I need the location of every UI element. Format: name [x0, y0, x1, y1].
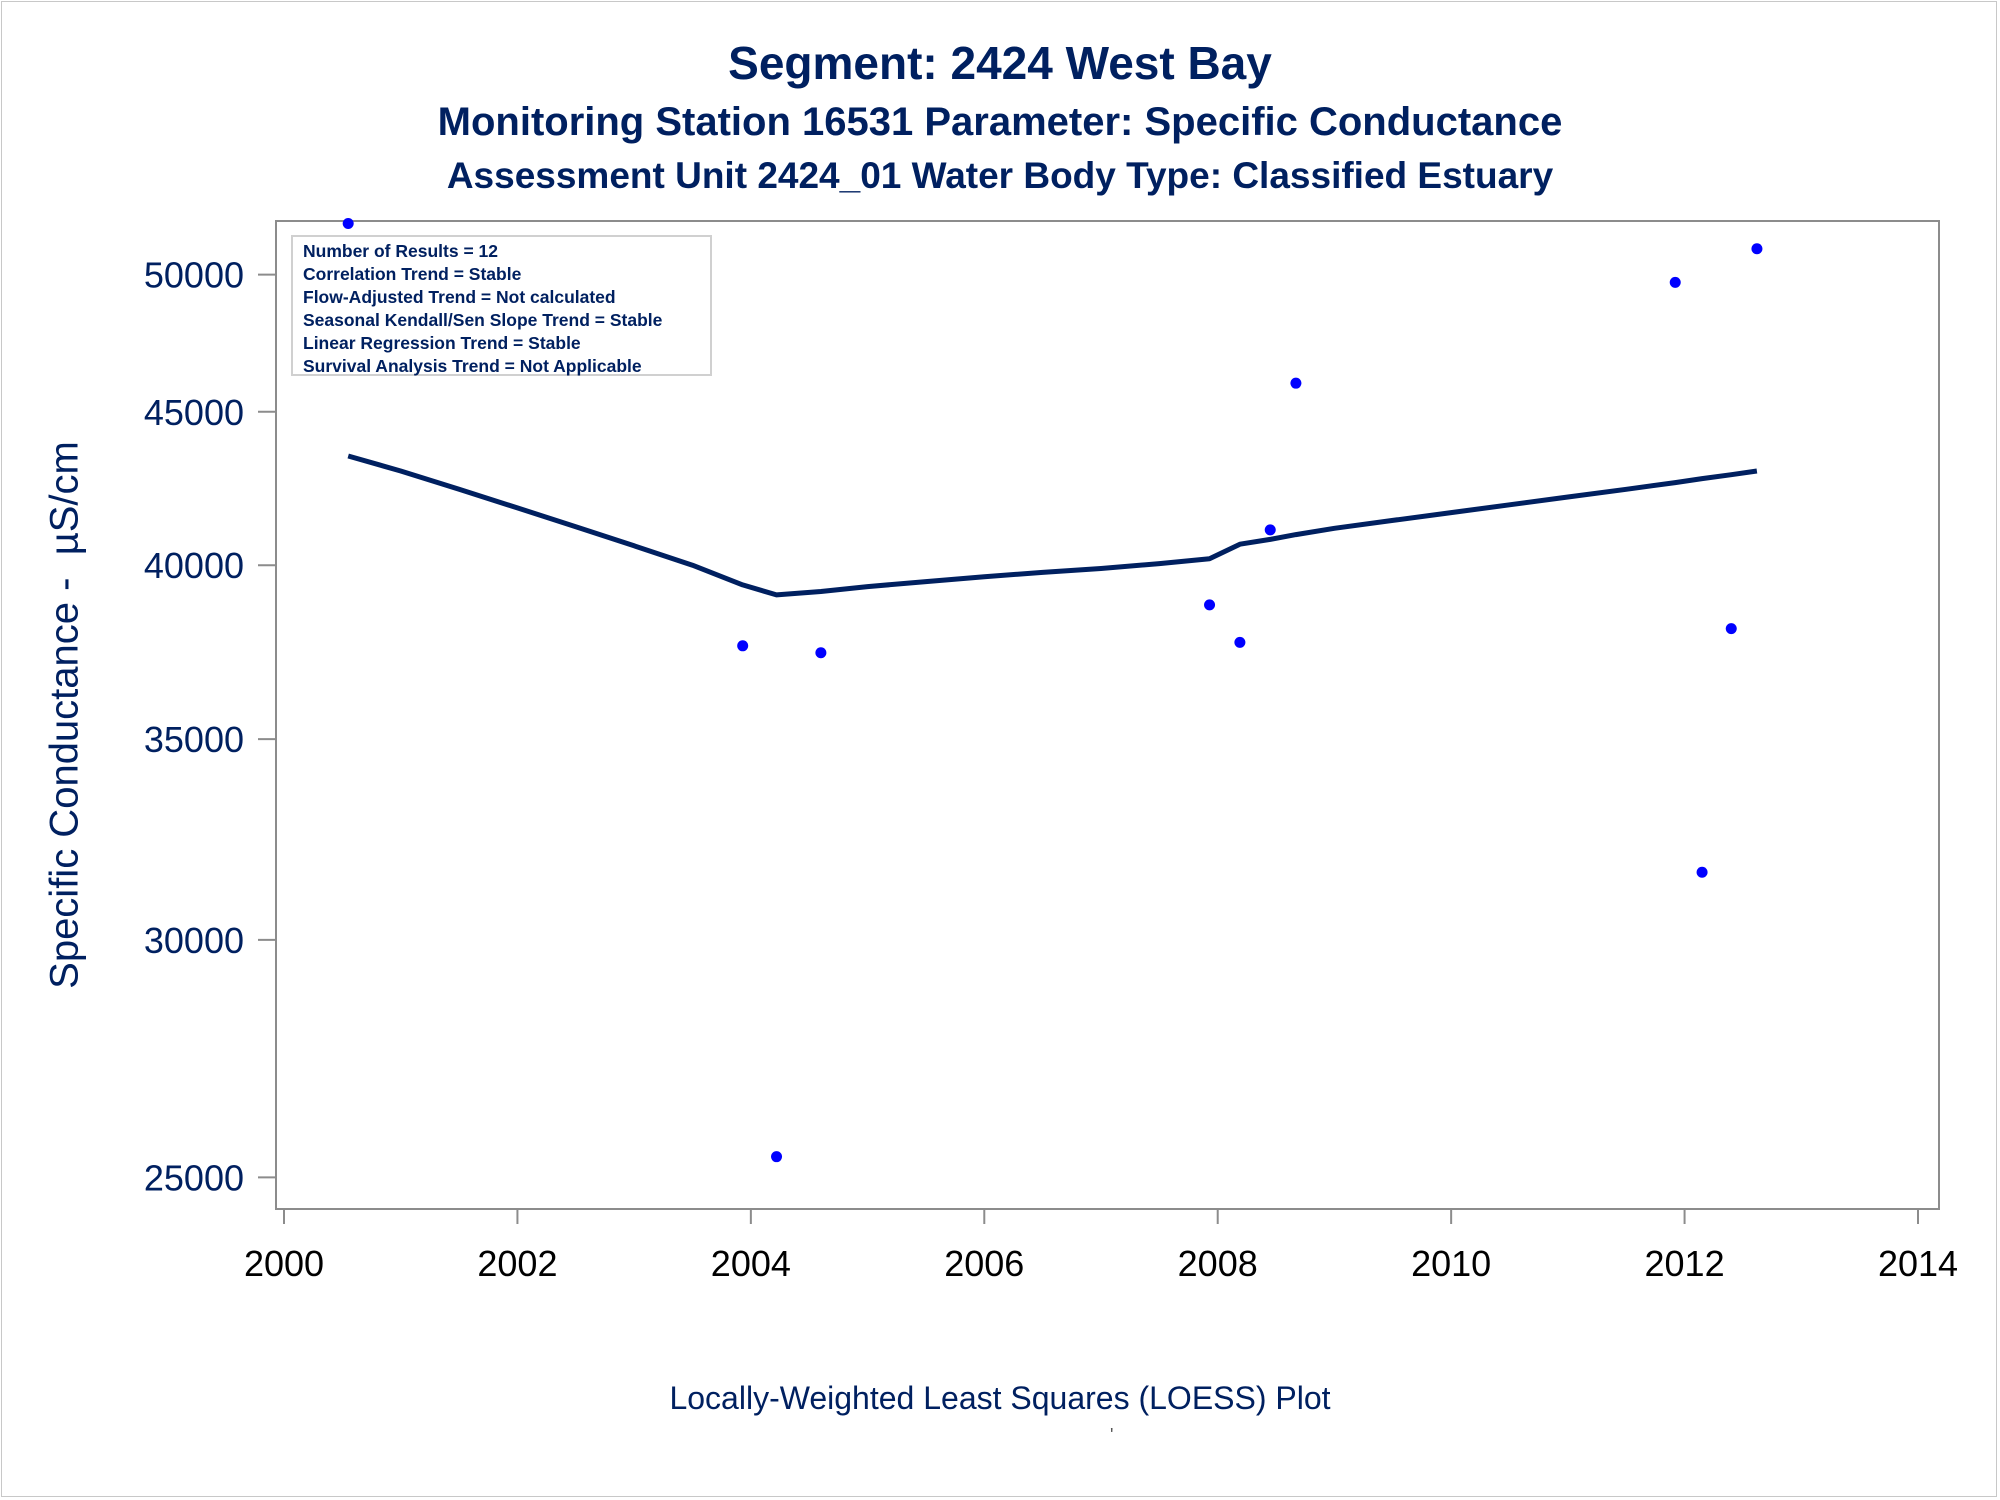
- data-point: [737, 640, 749, 652]
- footnote-mark: ': [1110, 1425, 1114, 1445]
- scatter-series: [342, 218, 1763, 1163]
- chart-subtitle: Monitoring Station 16531 Parameter: Spec…: [437, 100, 1563, 144]
- stat-correlation-trend: Correlation Trend = Stable: [303, 264, 522, 284]
- data-point: [1669, 276, 1681, 288]
- y-tick-label: 50000: [144, 255, 244, 296]
- chart-title: Segment: 2424 West Bay: [728, 37, 1272, 89]
- loess-line: [347, 453, 1758, 598]
- y-tick-label: 25000: [144, 1157, 244, 1198]
- data-point: [1264, 524, 1276, 536]
- y-tick-label: 40000: [144, 545, 244, 586]
- data-point: [1290, 377, 1302, 389]
- chart-subtitle-2: Assessment Unit 2424_01 Water Body Type:…: [446, 155, 1554, 196]
- stats-box: Number of Results = 12 Correlation Trend…: [291, 235, 712, 376]
- data-point: [1696, 866, 1708, 878]
- x-tick-label: 2002: [477, 1243, 557, 1284]
- stat-number-of-results: Number of Results = 12: [303, 241, 498, 261]
- data-point: [342, 218, 354, 230]
- y-axis-title: Specific Conductance - µS/cm: [42, 441, 87, 989]
- data-point: [1751, 243, 1763, 255]
- x-tick-label: 2006: [944, 1243, 1024, 1284]
- x-tick-label: 2012: [1645, 1243, 1725, 1284]
- x-tick-label: 2008: [1178, 1243, 1258, 1284]
- stat-survival-analysis-trend: Survival Analysis Trend = Not Applicable: [303, 356, 642, 376]
- data-point: [815, 647, 827, 659]
- y-tick-label: 30000: [144, 920, 244, 961]
- x-tick-label: 2014: [1878, 1243, 1958, 1284]
- x-axis: 2000 2002 2004 2006 2008 2010 2012 2014: [244, 1209, 1958, 1284]
- stat-flow-adjusted-trend: Flow-Adjusted Trend = Not calculated: [303, 287, 616, 307]
- data-point: [1204, 599, 1216, 611]
- x-tick-label: 2000: [244, 1243, 324, 1284]
- data-point: [1725, 623, 1737, 635]
- data-point: [1234, 636, 1246, 648]
- x-axis-title: Locally-Weighted Least Squares (LOESS) P…: [669, 1380, 1331, 1416]
- x-tick-label: 2010: [1411, 1243, 1491, 1284]
- y-tick-label: 35000: [144, 719, 244, 760]
- x-tick-label: 2004: [711, 1243, 791, 1284]
- y-axis: 25000 30000 35000 40000 45000 50000: [144, 255, 276, 1198]
- stat-seasonal-kendall-trend: Seasonal Kendall/Sen Slope Trend = Stabl…: [303, 310, 663, 330]
- loess-line-series: [347, 453, 1758, 598]
- stat-linear-regression-trend: Linear Regression Trend = Stable: [303, 333, 581, 353]
- y-tick-label: 45000: [144, 392, 244, 433]
- data-point: [771, 1151, 783, 1163]
- plot-border: [275, 220, 1940, 1210]
